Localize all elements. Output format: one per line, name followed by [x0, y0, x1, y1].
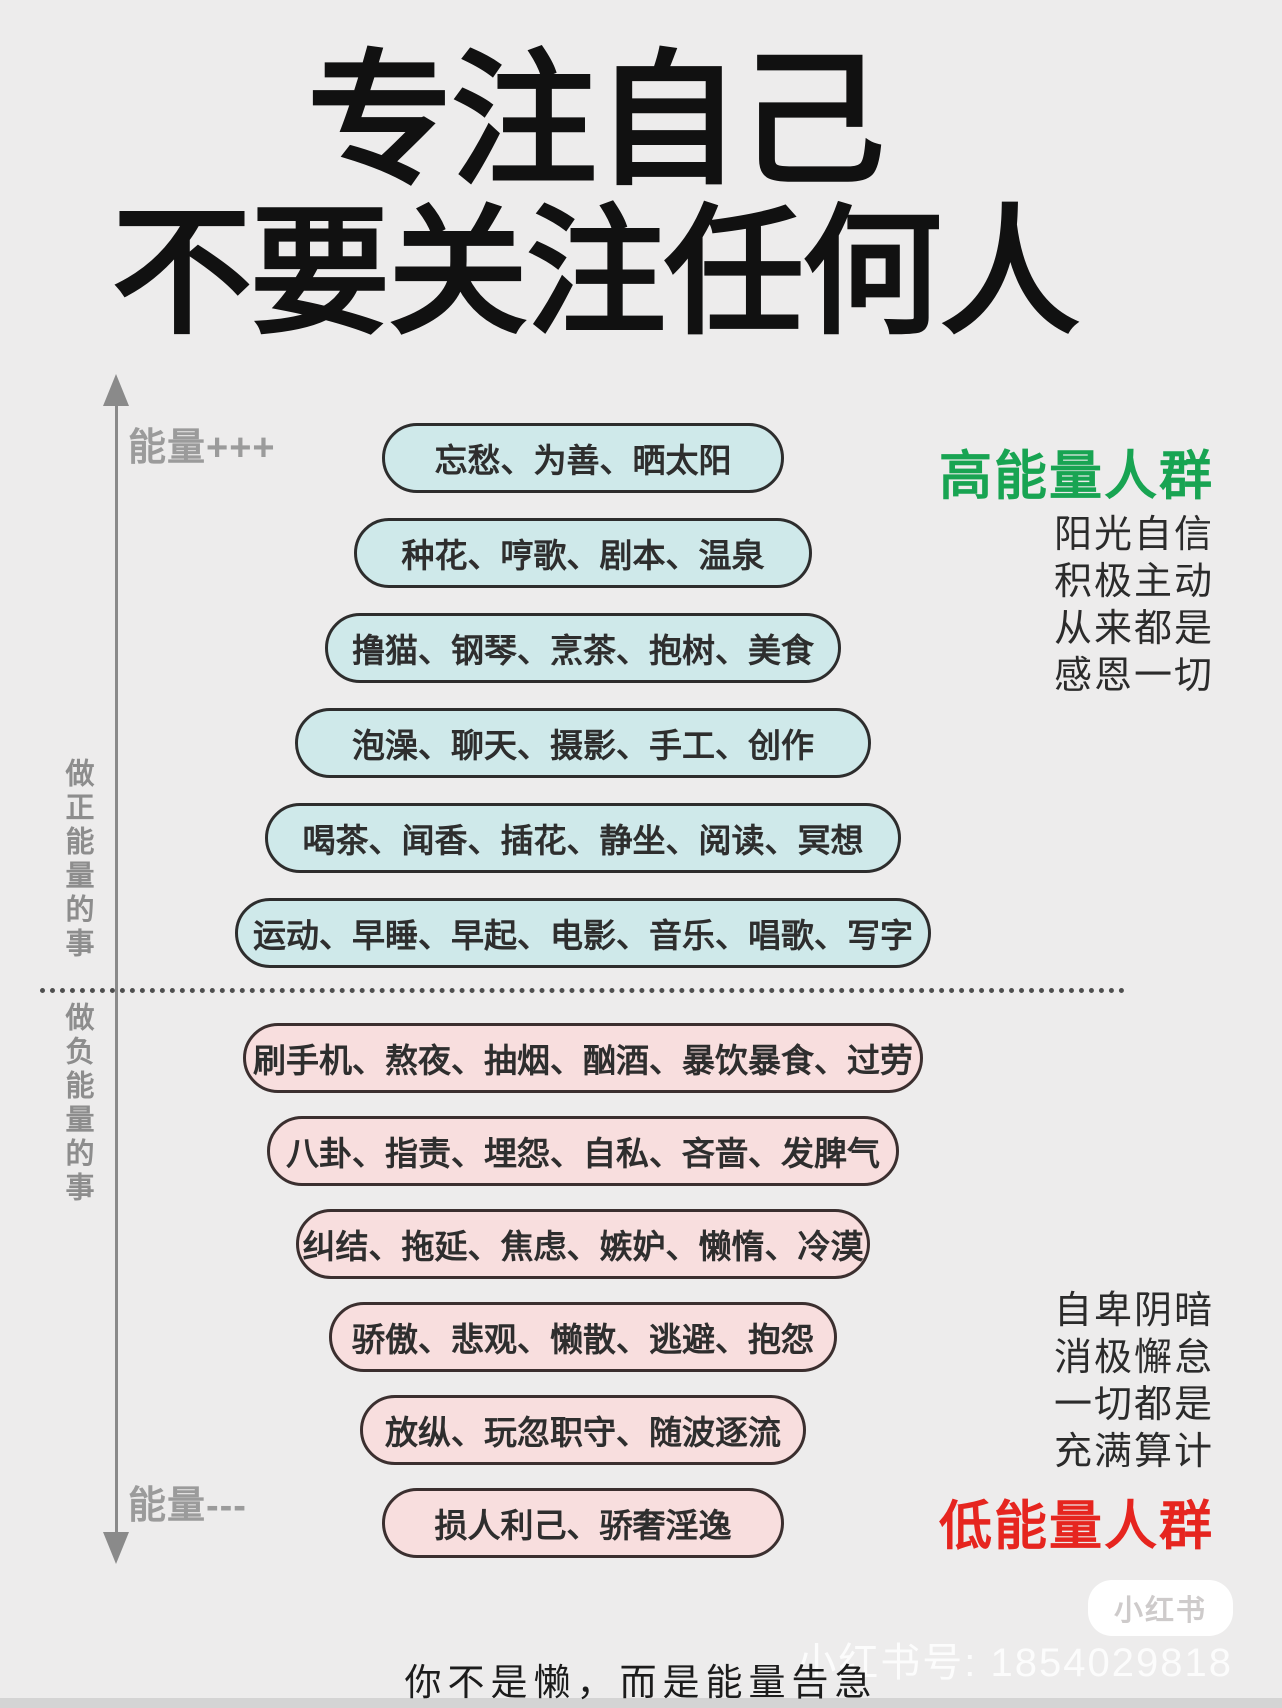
title-line-2: 不要关注任何人 [111, 193, 1080, 351]
high-energy-line: 积极主动 [1053, 561, 1214, 603]
axis-label-negative-things: 做负能量的事 [61, 1002, 93, 1206]
low-energy-line: 自卑阴暗 [1053, 1290, 1214, 1332]
axis-arrow-down-icon [103, 1532, 129, 1564]
xiaohongshu-id-watermark: 小红书号: 1854029818 [796, 1641, 1233, 1685]
energy-axis-line [115, 400, 118, 1540]
negative-pill: 损人利己、骄奢淫逸 [382, 1488, 784, 1558]
positive-pill: 忘愁、为善、晒太阳 [382, 423, 784, 493]
axis-label-positive-things: 做正能量的事 [61, 758, 93, 962]
positive-pill-stack: 忘愁、为善、晒太阳 种花、哼歌、剧本、温泉 撸猫、钢琴、烹茶、抱树、美食 泡澡、… [233, 423, 933, 968]
xiaohongshu-badge: 小红书 [1087, 1580, 1233, 1636]
low-energy-group-description: 自卑阴暗 消极懈怠 一切都是 充满算计 [1054, 1288, 1214, 1476]
high-energy-line: 从来都是 [1053, 608, 1214, 650]
high-energy-line: 阳光自信 [1053, 514, 1214, 556]
positive-pill: 喝茶、闻香、插花、静坐、阅读、冥想 [265, 803, 901, 873]
bottom-edge-strip [0, 1698, 1282, 1708]
negative-pill: 刷手机、熬夜、抽烟、酗酒、暴饮暴食、过劳 [243, 1023, 923, 1093]
low-energy-line: 一切都是 [1053, 1384, 1214, 1426]
negative-pill: 八卦、指责、埋怨、自私、吝啬、发脾气 [267, 1116, 899, 1186]
axis-label-energy-plus: 能量+++ [128, 427, 276, 469]
axis-arrow-up-icon [103, 374, 129, 406]
footer-slogan: 你不是懒，而是能量告急 [404, 1662, 878, 1703]
positive-pill: 撸猫、钢琴、烹茶、抱树、美食 [325, 613, 841, 683]
low-energy-line: 充满算计 [1053, 1431, 1214, 1473]
page-title: 专注自己 不要关注任何人 [0, 39, 1190, 351]
negative-pill: 放纵、玩忽职守、随波逐流 [360, 1395, 806, 1465]
negative-pill: 纠结、拖延、焦虑、嫉妒、懒惰、冷漠 [296, 1209, 870, 1279]
positive-pill: 运动、早睡、早起、电影、音乐、唱歌、写字 [235, 898, 931, 968]
axis-label-energy-minus: 能量--- [128, 1485, 247, 1527]
positive-pill: 泡澡、聊天、摄影、手工、创作 [295, 708, 871, 778]
high-energy-line: 感恩一切 [1053, 655, 1214, 697]
high-energy-group-description: 阳光自信 积极主动 从来都是 感恩一切 [1054, 512, 1214, 700]
title-line-1: 专注自己 [307, 39, 885, 202]
positive-pill: 种花、哼歌、剧本、温泉 [354, 518, 812, 588]
high-energy-group-heading: 高能量人群 [939, 447, 1214, 506]
divider-dotted-line [40, 988, 1125, 993]
low-energy-line: 消极懈怠 [1053, 1337, 1214, 1379]
negative-pill: 骄傲、悲观、懒散、逃避、抱怨 [329, 1302, 837, 1372]
negative-pill-stack: 刷手机、熬夜、抽烟、酗酒、暴饮暴食、过劳 八卦、指责、埋怨、自私、吝啬、发脾气 … [233, 1023, 933, 1558]
low-energy-group-heading: 低能量人群 [939, 1497, 1214, 1556]
